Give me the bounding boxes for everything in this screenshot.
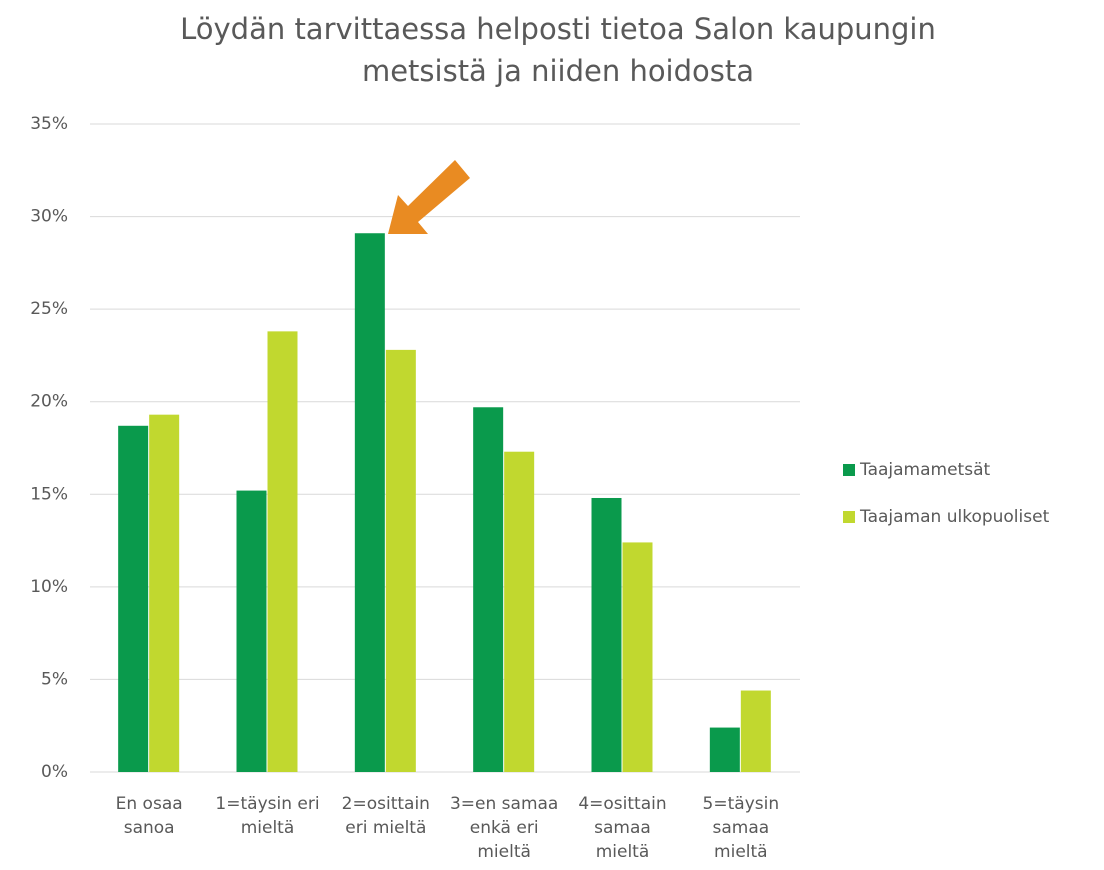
bar bbox=[118, 425, 149, 772]
bar bbox=[591, 497, 622, 772]
bar bbox=[622, 542, 653, 772]
legend-swatch bbox=[843, 511, 855, 523]
chart-title: Löydän tarvittaessa helposti tietoa Salo… bbox=[180, 12, 936, 88]
y-tick-label: 20% bbox=[30, 392, 68, 412]
y-tick-label: 35% bbox=[30, 114, 68, 134]
y-tick-label: 30% bbox=[30, 207, 68, 227]
x-tick-label: 3=en samaa enkä eri mieltä bbox=[449, 794, 559, 862]
legend-swatch bbox=[843, 464, 855, 476]
x-tick-label: En osaa sanoa bbox=[115, 794, 183, 838]
x-tick-label: 1=täysin eri mieltä bbox=[215, 794, 320, 838]
bar bbox=[385, 349, 416, 772]
y-tick-label: 5% bbox=[41, 669, 68, 689]
bar bbox=[740, 690, 771, 772]
x-tick-label: 2=osittain eri mieltä bbox=[341, 794, 430, 838]
x-tick-label: 5=täysin samaa mieltä bbox=[702, 794, 780, 862]
y-tick-label: 10% bbox=[30, 577, 68, 597]
y-tick-label: 15% bbox=[30, 484, 68, 504]
x-tick-label: 4=osittain samaa mieltä bbox=[578, 794, 667, 862]
bar bbox=[149, 414, 180, 772]
legend-label: Taajaman ulkopuoliset bbox=[859, 507, 1050, 527]
y-tick-label: 0% bbox=[41, 762, 68, 782]
bar bbox=[709, 727, 740, 772]
arrow bbox=[388, 160, 470, 234]
y-tick-label: 25% bbox=[30, 299, 68, 319]
bar bbox=[354, 233, 385, 773]
legend-label: Taajamametsät bbox=[859, 460, 990, 480]
bar bbox=[236, 490, 267, 772]
bar bbox=[473, 407, 504, 772]
bar bbox=[504, 451, 535, 772]
bar bbox=[267, 331, 298, 772]
